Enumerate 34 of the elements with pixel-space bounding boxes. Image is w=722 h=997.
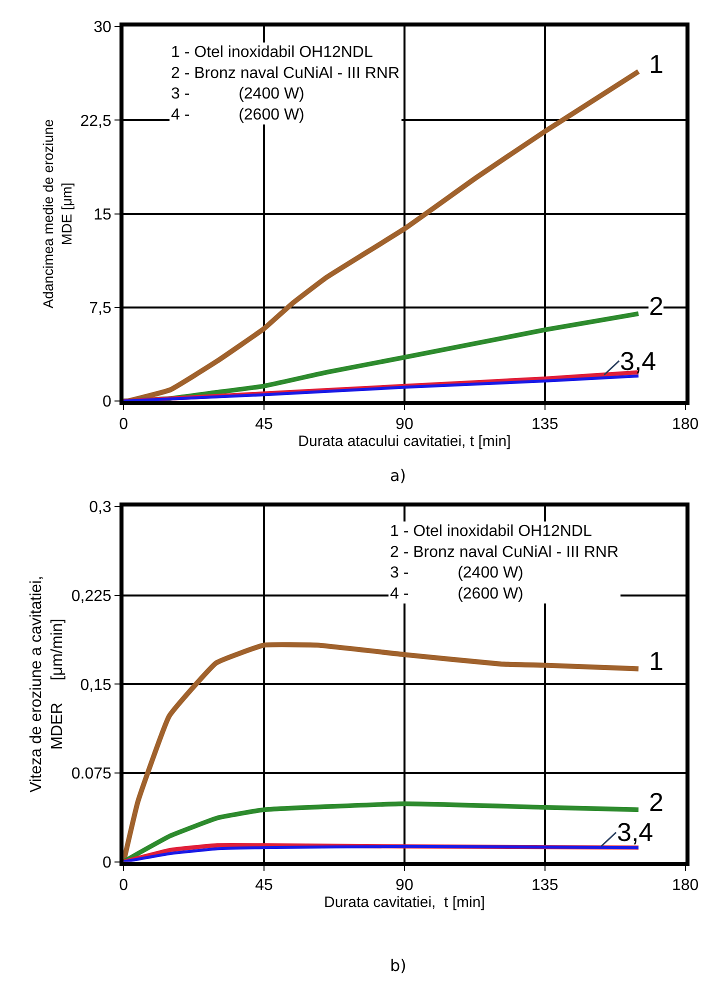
annotation: 1 - Otel inoxidabil OH12NDL 2 - Bronz naval CuNiAl - III RNR 3 - (2400 W) 4 - (2600 W) (171, 44, 400, 124)
y-tick-label: 0,15 (80, 676, 112, 694)
x-tick-label: 45 (255, 877, 274, 894)
annotation: 2 (649, 291, 664, 321)
y-tick-label: 15 (94, 206, 112, 224)
y-axis-title: Adancimea medie de eroziune MDE [μm] (40, 119, 74, 308)
x-tick-label: 0 (119, 877, 128, 894)
annotation: 1 (649, 49, 664, 79)
x-tick-label: 180 (672, 416, 699, 434)
y-tick-label: 0.075 (71, 766, 112, 783)
y-tick-label: 22,5 (80, 112, 112, 130)
annotation: 1 - Otel inoxidabil OH12NDL 2 - Bronz naval CuNiAl - III RNR 3 - (2400 W) 4 - (2600 W) (390, 523, 619, 602)
y-tick-label: 0,225 (71, 588, 112, 605)
text: a) (390, 466, 406, 485)
y-tick-label: 0 (102, 394, 112, 411)
annotation: 3,4 (620, 346, 656, 376)
y-tick-label: 30 (94, 19, 112, 36)
annotation: 1 (649, 646, 664, 676)
x-tick-label: 135 (532, 416, 558, 434)
x-axis-title: Durata cavitatiei, t [min] (324, 894, 485, 911)
annotation: 2 (649, 787, 664, 817)
text: b) (390, 956, 406, 975)
x-tick-label: 90 (396, 416, 414, 434)
x-tick-label: 90 (396, 877, 414, 894)
x-axis-title: Durata atacului cavitatiei, t [min] (298, 433, 511, 450)
y-axis-title: Viteza de eroziune a cavitatiei, MDER [μm/min] (28, 576, 66, 793)
y-tick-label: 7,5 (89, 300, 112, 317)
x-tick-label: 0 (119, 416, 128, 434)
x-tick-label: 135 (532, 877, 558, 894)
y-tick-label: 0,3 (89, 499, 112, 516)
x-tick-label: 180 (672, 877, 699, 894)
x-tick-label: 45 (255, 416, 274, 434)
y-tick-label: 0 (102, 854, 112, 872)
annotation: 3,4 (617, 817, 654, 847)
